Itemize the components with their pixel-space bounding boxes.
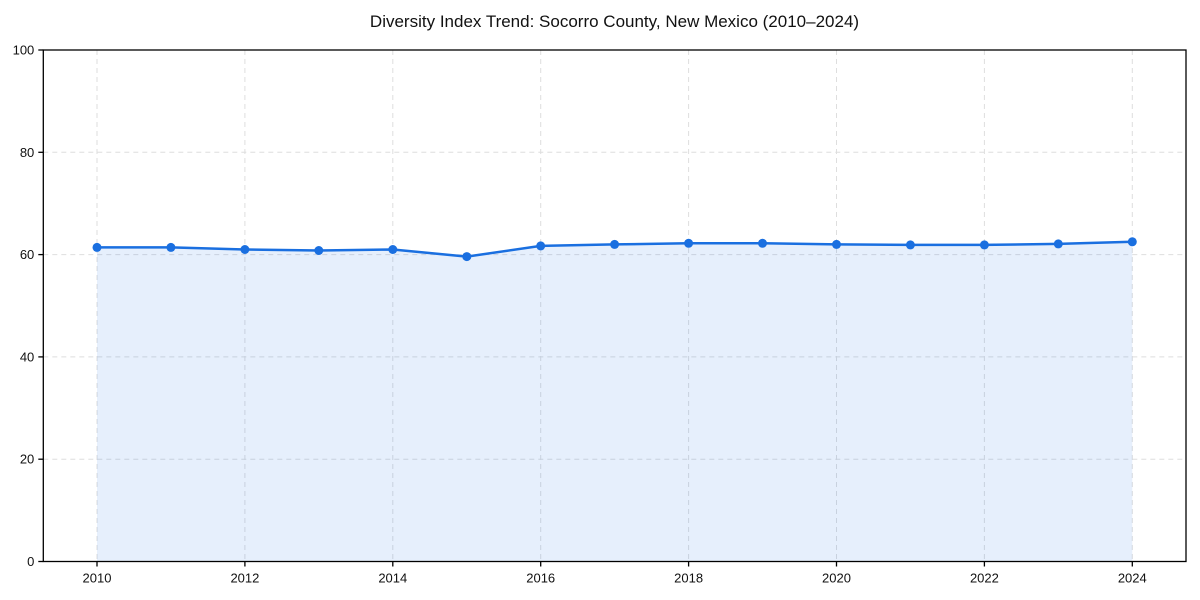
x-tick-label-2018: 2018	[674, 571, 703, 586]
data-point-2016	[536, 241, 546, 251]
data-point-2014	[388, 245, 398, 254]
y-tick-label-20: 20	[20, 452, 34, 467]
y-tick-label-0: 0	[27, 554, 34, 569]
y-tick-label-100: 100	[13, 43, 35, 58]
data-point-2015	[462, 252, 472, 262]
data-point-2017	[610, 239, 620, 249]
data-point-2021	[905, 240, 915, 250]
data-point-2011	[166, 242, 176, 252]
x-tick-label-2012: 2012	[230, 571, 259, 586]
area-fill	[97, 241, 1133, 562]
data-point-2010	[92, 242, 102, 252]
data-point-2023	[1053, 239, 1063, 249]
plot-frame	[42, 49, 1187, 563]
x-tick-label-2010: 2010	[83, 571, 112, 586]
x-tick-label-2020: 2020	[822, 571, 851, 586]
x-tick-label-2022: 2022	[970, 571, 999, 586]
x-tick-label-2016: 2016	[526, 571, 555, 586]
data-point-2024	[1127, 237, 1137, 247]
data-point-2018	[684, 238, 694, 248]
data-point-2020	[832, 239, 841, 249]
y-tick-label-60: 60	[20, 247, 34, 262]
y-tick-label-40: 40	[20, 349, 34, 364]
chart-title: Diversity Index Trend: Socorro County, N…	[369, 12, 860, 31]
data-point-2022	[979, 240, 989, 250]
data-point-2013	[314, 246, 324, 255]
data-point-2019	[758, 238, 767, 248]
data-point-2012	[240, 245, 250, 254]
x-tick-label-2014: 2014	[378, 571, 407, 586]
y-tick-label-80: 80	[20, 145, 34, 160]
x-tick-label-2024: 2024	[1118, 571, 1147, 586]
